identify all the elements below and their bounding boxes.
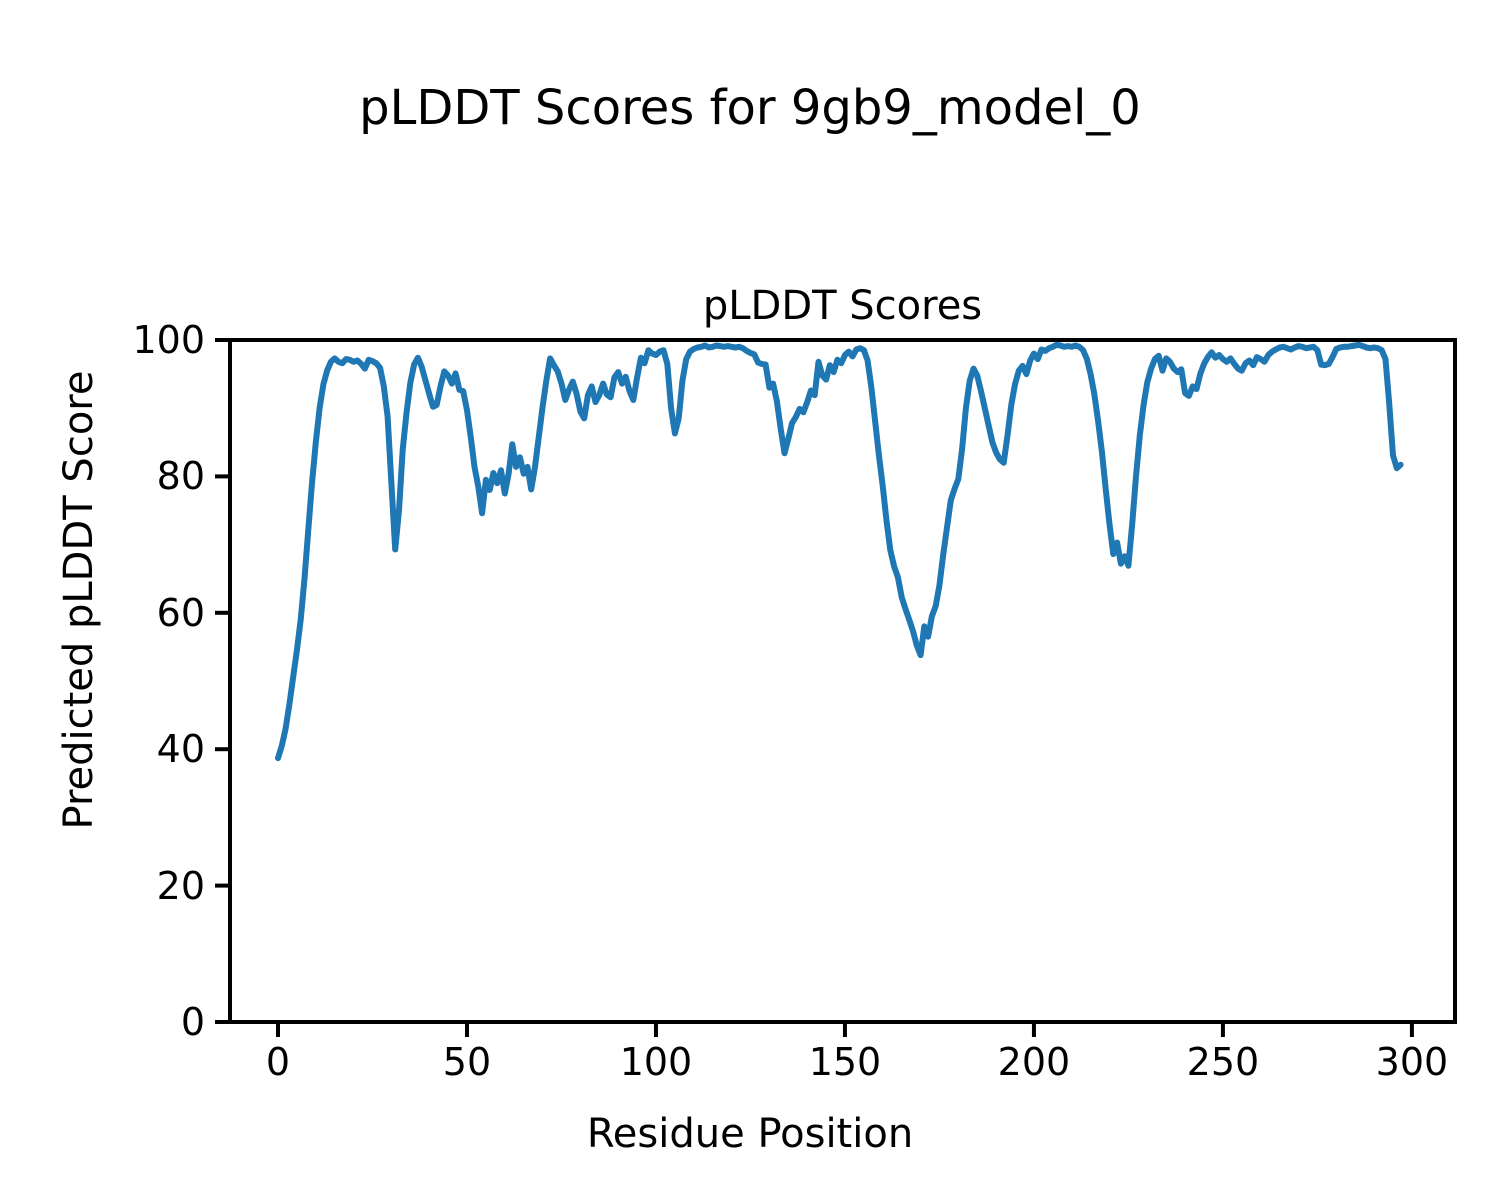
x-tick-label: 150 xyxy=(808,1040,882,1084)
x-tick-label: 100 xyxy=(619,1040,693,1084)
y-tick-label: 20 xyxy=(156,863,205,908)
x-axis-label: Residue Position xyxy=(586,1111,914,1157)
x-tick-label: 250 xyxy=(1186,1040,1260,1084)
y-tick-label: 80 xyxy=(156,454,205,499)
x-tick-label: 0 xyxy=(265,1040,291,1084)
y-tick-label: 40 xyxy=(156,727,205,772)
x-tick-label: 50 xyxy=(442,1040,492,1084)
plddt-line xyxy=(275,341,1404,762)
tick-marks xyxy=(215,338,1414,1037)
x-tick-label: 300 xyxy=(1375,1040,1449,1084)
y-tick-label: 60 xyxy=(156,590,205,635)
y-tick-label: 100 xyxy=(132,318,205,362)
y-tick-label: 0 xyxy=(180,1000,205,1044)
axes-title: pLDDT Scores xyxy=(702,283,983,329)
figure-title: pLDDT Scores for 9gb9_model_0 xyxy=(359,80,1141,136)
x-tick-label: 200 xyxy=(997,1040,1071,1084)
plot-frame xyxy=(228,338,1457,1024)
